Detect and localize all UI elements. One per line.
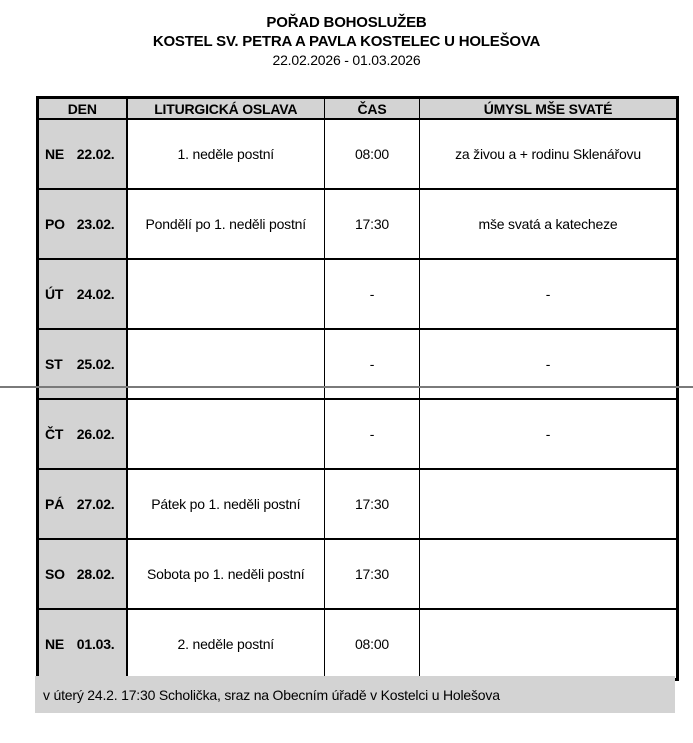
table-row: PO 23.02. Pondělí po 1. neděli postní 17… [37, 188, 678, 260]
church-title: KOSTEL SV. PETRA A PAVLA KOSTELEC U HOLE… [152, 33, 541, 50]
time-cell: 17:30 [324, 188, 420, 260]
table-row: ST 25.02. - - [37, 328, 678, 400]
day-cell: SO 28.02. [37, 538, 128, 610]
day-cell: ST 25.02. [37, 328, 128, 400]
day-abbr: SO [45, 566, 65, 582]
intention-cell [419, 608, 678, 681]
table-row: SO 28.02. Sobota po 1. neděli postní 17:… [37, 538, 678, 610]
table-row: ÚT 24.02. - - [37, 258, 678, 330]
day-date: 27.02. [76, 496, 115, 512]
liturgy-cell: 1. neděle postní [126, 118, 325, 190]
page-title: POŘAD BOHOSLUŽEB [266, 14, 427, 31]
day-abbr: ÚT [45, 286, 64, 302]
day-date: 01.03. [76, 636, 115, 652]
liturgy-cell: Sobota po 1. neděli postní [126, 538, 325, 610]
day-cell: ČT 26.02. [37, 398, 128, 470]
day-cell: PÁ 27.02. [37, 468, 128, 540]
col-header-liturgicka-oslava: LITURGICKÁ OSLAVA [126, 97, 325, 120]
day-date: 22.02. [76, 146, 115, 162]
day-cell: PO 23.02. [37, 188, 128, 260]
col-header-den: DEN [37, 97, 128, 120]
day-abbr: NE [45, 146, 65, 162]
liturgy-cell [126, 398, 325, 470]
schedule-table: DEN LITURGICKÁ OSLAVA ČAS ÚMYSL MŠE SVAT… [36, 96, 679, 681]
intention-cell: mše svatá a katecheze [419, 188, 678, 260]
table-row: NE 22.02. 1. neděle postní 08:00 za živo… [37, 118, 678, 190]
day-abbr: NE [45, 636, 65, 652]
time-cell: - [324, 398, 420, 470]
footer-note-bar: v úterý 24.2. 17:30 Scholička, sraz na O… [35, 676, 675, 713]
table-row: PÁ 27.02. Pátek po 1. neděli postní 17:3… [37, 468, 678, 540]
footer-note: v úterý 24.2. 17:30 Scholička, sraz na O… [43, 686, 500, 703]
intention-cell: - [419, 258, 678, 330]
liturgy-cell: Pátek po 1. neděli postní [126, 468, 325, 540]
date-range: 22.02.2026 - 01.03.2026 [272, 52, 421, 68]
day-date: 28.02. [76, 566, 115, 582]
time-cell: 17:30 [324, 538, 420, 610]
intention-cell: - [419, 328, 678, 400]
intention-cell [419, 538, 678, 610]
day-cell: ÚT 24.02. [37, 258, 128, 330]
time-cell: 17:30 [324, 468, 420, 540]
day-abbr: ČT [45, 426, 64, 442]
table-row: ČT 26.02. - - [37, 398, 678, 470]
day-date: 26.02. [76, 426, 115, 442]
page-break-divider [0, 386, 693, 388]
table-row: NE 01.03. 2. neděle postní 08:00 [37, 608, 678, 681]
day-abbr: PÁ [45, 496, 65, 512]
liturgy-cell: 2. neděle postní [126, 608, 325, 681]
day-date: 23.02. [76, 216, 115, 232]
day-cell: NE 22.02. [37, 118, 128, 190]
liturgy-cell: Pondělí po 1. neděli postní [126, 188, 325, 260]
day-abbr: PO [45, 216, 65, 232]
time-cell: - [324, 258, 420, 330]
time-cell: - [324, 328, 420, 400]
day-cell: NE 01.03. [37, 608, 128, 681]
intention-cell: - [419, 398, 678, 470]
day-date: 24.02. [76, 286, 115, 302]
intention-cell [419, 468, 678, 540]
col-header-umysl-mse-svate: ÚMYSL MŠE SVATÉ [419, 97, 678, 120]
header-row: DEN LITURGICKÁ OSLAVA ČAS ÚMYSL MŠE SVAT… [37, 97, 678, 120]
intention-cell: za živou a + rodinu Sklenářovu [419, 118, 678, 190]
title-block: POŘAD BOHOSLUŽEB KOSTEL SV. PETRA A PAVL… [0, 13, 693, 70]
day-abbr: ST [45, 356, 63, 372]
time-cell: 08:00 [324, 608, 420, 681]
col-header-cas: ČAS [324, 97, 420, 120]
liturgy-cell [126, 258, 325, 330]
day-date: 25.02. [76, 356, 115, 372]
liturgy-cell [126, 328, 325, 400]
time-cell: 08:00 [324, 118, 420, 190]
